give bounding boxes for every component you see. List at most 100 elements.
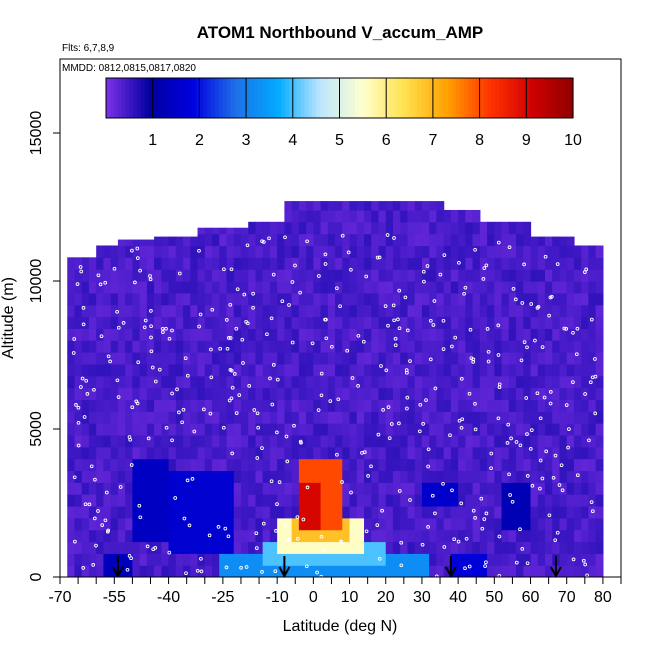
heatmap-cell <box>117 423 126 436</box>
heatmap-cell <box>436 517 445 531</box>
heatmap-cell <box>581 565 590 577</box>
heatmap-cell <box>204 233 213 247</box>
heatmap-cell <box>204 541 213 554</box>
heatmap-cell <box>204 281 213 294</box>
heatmap-cell <box>516 363 524 377</box>
heatmap-cell <box>183 316 191 329</box>
heatmap-cell <box>219 387 228 400</box>
heatmap-cell <box>298 233 307 247</box>
heatmap-cell <box>342 221 351 235</box>
heatmap-cell <box>537 269 546 282</box>
heatmap-cell <box>168 257 177 270</box>
heatmap-cell <box>233 541 242 554</box>
track-point <box>218 346 223 351</box>
heatmap-cell <box>544 328 553 341</box>
heatmap-cell <box>501 269 510 282</box>
x-tick-label: 60 <box>522 589 540 606</box>
heatmap-cell <box>226 541 235 554</box>
chart-title: ATOM1 Northbound V_accum_AMP <box>197 23 484 42</box>
heatmap-cell <box>298 482 307 495</box>
heatmap-cell <box>443 482 452 495</box>
heatmap-cell <box>487 316 495 329</box>
heatmap-cell <box>479 529 488 543</box>
heatmap-cell <box>291 281 300 294</box>
heatmap-cell <box>306 245 314 258</box>
heatmap-cell <box>595 541 604 554</box>
colorbar-segment <box>440 78 446 118</box>
heatmap-cell <box>88 423 97 436</box>
heatmap-cell <box>523 553 532 566</box>
track-point <box>548 401 553 406</box>
heatmap-cell <box>168 304 177 318</box>
heatmap-cell <box>168 565 177 577</box>
heatmap-cell <box>429 316 438 329</box>
heatmap-cell <box>291 269 300 282</box>
heatmap-cell <box>552 245 561 258</box>
track-point <box>460 417 465 422</box>
heatmap-cell <box>313 470 322 483</box>
heatmap-cell <box>284 434 293 448</box>
heatmap-cell <box>212 399 220 412</box>
heatmap-cell <box>327 482 336 495</box>
heatmap-cell <box>508 257 517 270</box>
heatmap-cell <box>212 269 220 282</box>
heatmap-cell <box>168 434 177 448</box>
track-point <box>533 338 537 343</box>
heatmap-cell <box>161 505 170 519</box>
heatmap-cell <box>487 505 495 519</box>
heatmap-cell <box>110 257 119 270</box>
track-point <box>76 405 81 410</box>
heatmap-cell <box>414 328 423 341</box>
heatmap-cell <box>421 470 430 483</box>
heatmap-cell <box>487 328 495 341</box>
heatmap-cell <box>414 423 423 436</box>
heatmap-cell <box>421 423 430 436</box>
heatmap-cell <box>516 411 524 424</box>
heatmap-cell <box>240 470 249 483</box>
heatmap-cell <box>175 482 184 495</box>
heatmap-cell <box>269 304 278 318</box>
track-point <box>301 517 306 522</box>
heatmap-cell <box>132 257 141 270</box>
heatmap-cell <box>392 387 401 400</box>
heatmap-cell <box>284 505 293 519</box>
heatmap-cell <box>233 482 242 495</box>
track-point <box>72 475 77 480</box>
track-point <box>96 509 100 513</box>
heatmap-cell <box>443 363 452 377</box>
heatmap-cell <box>465 423 474 436</box>
heatmap-cell <box>421 434 430 448</box>
heatmap-cell <box>306 233 314 247</box>
heatmap-cell <box>306 470 314 483</box>
heatmap-cell <box>240 565 249 577</box>
heatmap-cell <box>183 517 191 531</box>
heatmap-cell <box>443 233 452 247</box>
heatmap-cell <box>327 529 336 543</box>
heatmap-cell <box>559 423 568 436</box>
track-point <box>362 450 367 454</box>
x-tick-label: 80 <box>594 589 612 606</box>
heatmap-cell <box>291 565 300 577</box>
heatmap-cell <box>392 470 401 483</box>
heatmap-cell <box>146 328 155 341</box>
heatmap-cell <box>197 292 206 306</box>
heatmap-cell <box>262 529 271 543</box>
heatmap-cell <box>595 446 604 460</box>
heatmap-cell <box>103 304 112 318</box>
heatmap-cell <box>212 352 220 365</box>
heatmap-cell <box>284 482 293 495</box>
heatmap-cell <box>349 387 358 400</box>
track-point <box>226 336 231 340</box>
colorbar-tick-label: 5 <box>335 132 344 149</box>
heatmap-cell <box>581 411 590 424</box>
heatmap-cell <box>335 423 343 436</box>
heatmap-cell <box>175 411 184 424</box>
heatmap-cell <box>146 517 155 531</box>
heatmap-cell <box>443 411 452 424</box>
heatmap-cell <box>523 470 532 483</box>
colorbar-segment <box>304 78 309 118</box>
heatmap-cell <box>364 399 372 412</box>
heatmap-cell <box>516 434 524 448</box>
heatmap-cell <box>306 316 314 329</box>
heatmap-cell <box>219 304 228 318</box>
